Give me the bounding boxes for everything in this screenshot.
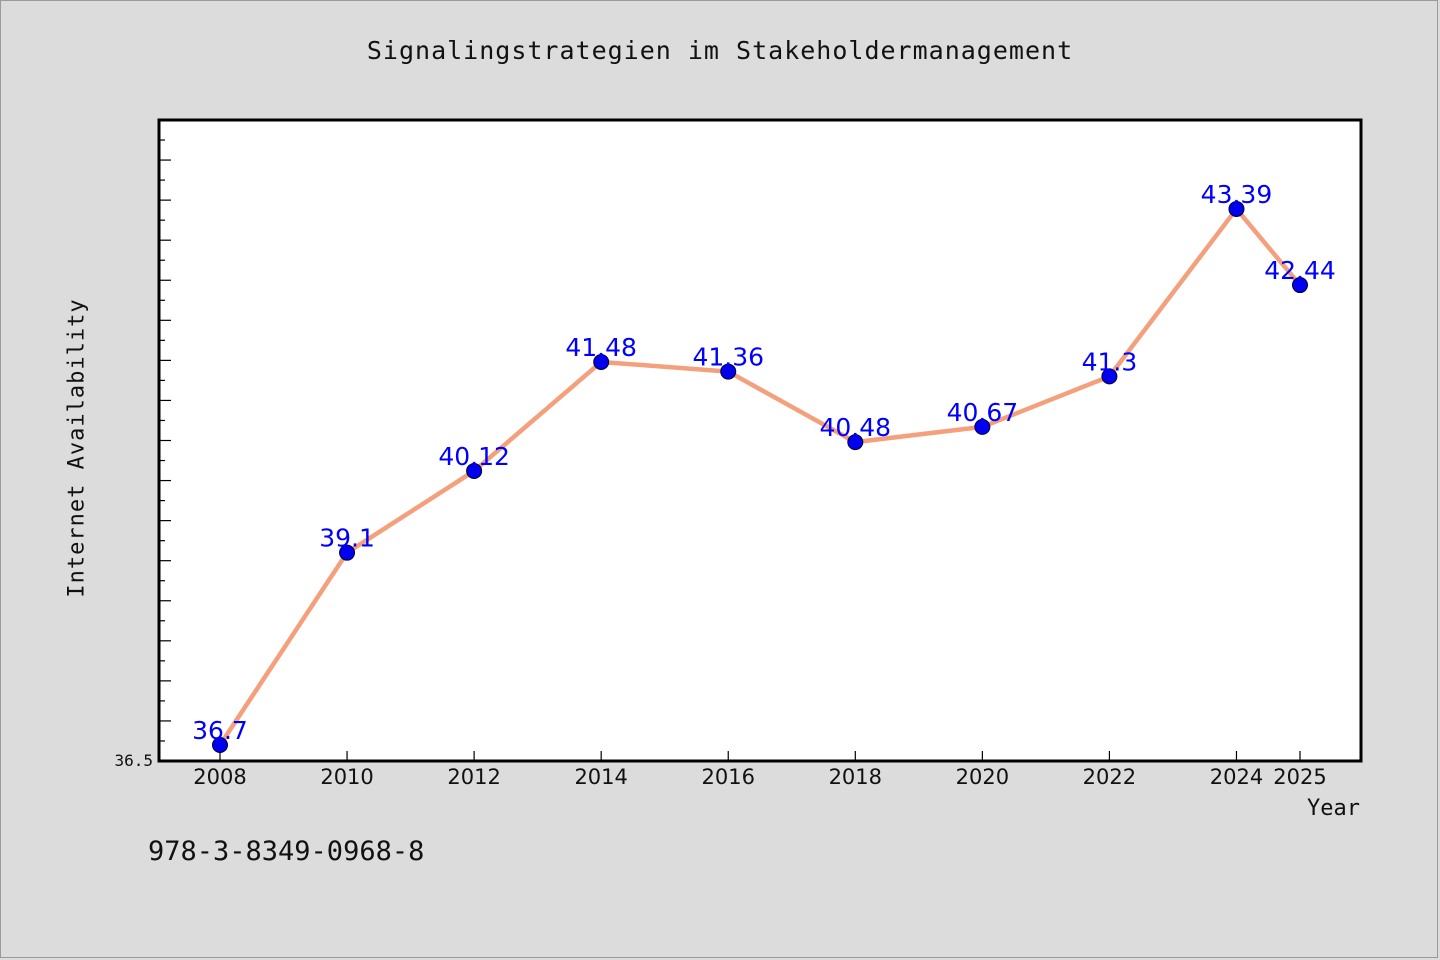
- data-label: 40.67: [947, 398, 1019, 427]
- data-label: 41.48: [565, 333, 637, 362]
- data-label: 36.7: [192, 716, 248, 745]
- x-axis-label: Year: [1307, 796, 1360, 821]
- data-point: [593, 353, 610, 370]
- data-point: [720, 363, 737, 380]
- data-label: 41.36: [692, 343, 764, 372]
- x-tick-label: 2008: [193, 765, 246, 789]
- data-point: [1292, 277, 1308, 294]
- chart-title: Signalingstrategien im Stakeholdermanage…: [366, 36, 1074, 65]
- x-tick-label: 2016: [702, 765, 755, 789]
- x-tick-label: 2025: [1273, 765, 1326, 789]
- series-line: [217, 206, 1303, 748]
- data-label: 41.3: [1082, 347, 1138, 376]
- isbn-text: 978-3-8349-0968-8: [148, 836, 425, 867]
- data-point: [466, 462, 483, 479]
- data-point: [1228, 200, 1245, 217]
- x-tick-label: 2020: [956, 765, 1009, 789]
- y-tick-label: 36.5: [114, 751, 153, 770]
- data-point: [1101, 368, 1118, 385]
- x-tick-label: 2018: [829, 765, 882, 789]
- data-point: [847, 434, 864, 451]
- data-point: [212, 736, 228, 753]
- x-tick-label: 2022: [1083, 765, 1136, 789]
- x-tick-label: 2024: [1210, 765, 1263, 789]
- data-label: 42.44: [1264, 256, 1336, 285]
- data-point: [339, 544, 356, 561]
- data-label: 43.39: [1201, 180, 1273, 209]
- plot-border: [157, 118, 1363, 763]
- x-tick-label: 2014: [574, 765, 627, 789]
- data-label: 39.1: [319, 524, 375, 553]
- plot-area: [159, 120, 1361, 761]
- x-tick-label: 2012: [447, 765, 500, 789]
- data-label: 40.48: [820, 413, 892, 442]
- data-point: [974, 418, 991, 435]
- data-label: 40.12: [438, 442, 510, 471]
- x-tick-label: 2010: [320, 765, 373, 789]
